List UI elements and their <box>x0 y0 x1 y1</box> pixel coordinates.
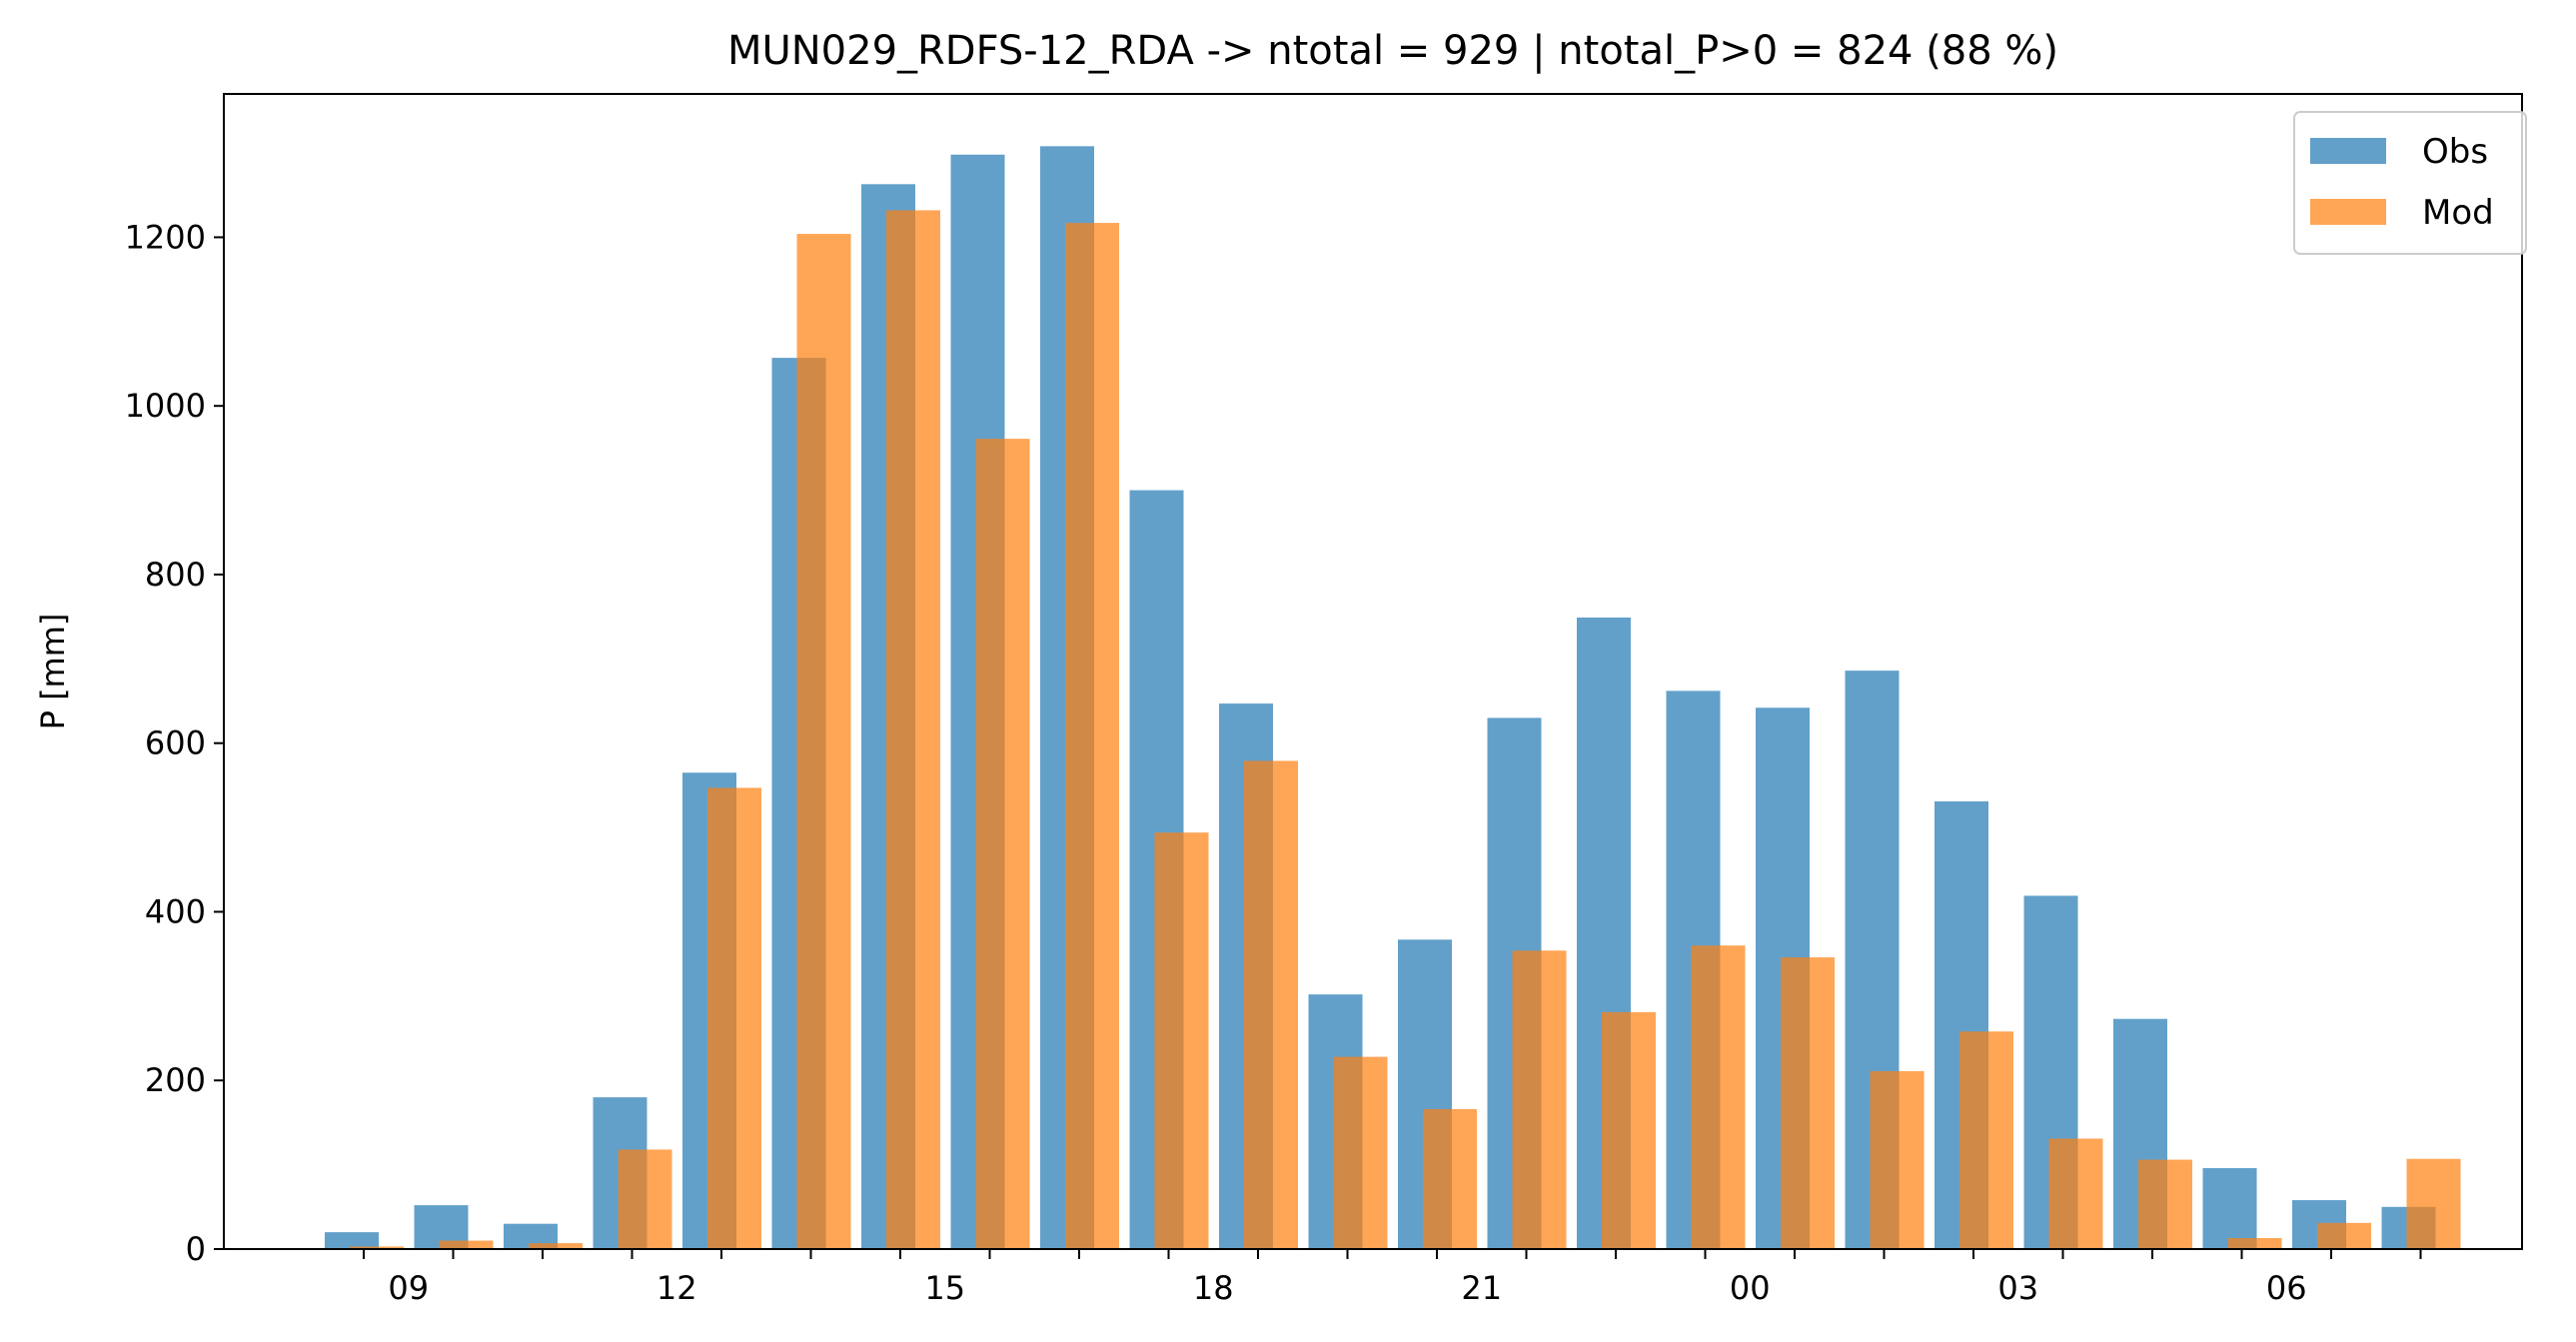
bar-mod-5 <box>2227 1238 2282 1249</box>
bar-obs-8 <box>325 1232 379 1249</box>
bar-mod-21 <box>1512 950 1567 1249</box>
legend-swatch-obs <box>2310 138 2386 164</box>
bar-mod-3 <box>2048 1138 2103 1249</box>
bar-mod-22 <box>1602 1011 1656 1249</box>
bar-mod-4 <box>2138 1159 2192 1249</box>
bar-mod-10 <box>529 1243 583 1249</box>
y-tick-label: 1200 <box>125 218 206 256</box>
bar-mod-13 <box>796 234 851 1249</box>
bar-mod-17 <box>1154 832 1209 1249</box>
bars-layer <box>325 146 2461 1250</box>
bar-obs-5 <box>2202 1167 2257 1249</box>
x-tick-label: 00 <box>1730 1269 1771 1307</box>
bar-mod-19 <box>1333 1056 1388 1249</box>
bar-mod-6 <box>2317 1222 2371 1249</box>
bar-mod-20 <box>1423 1108 1477 1249</box>
y-tick-label: 600 <box>145 724 206 762</box>
x-axis: 09 12 15 18 21 00 03 06 <box>363 1249 2422 1307</box>
y-tick-label: 1000 <box>125 387 206 425</box>
bar-mod-1 <box>1870 1070 1925 1249</box>
y-axis: 0 200 400 600 800 1000 1200 <box>125 218 224 1268</box>
x-tick-label: 18 <box>1193 1269 1234 1307</box>
y-tick-label: 200 <box>145 1061 206 1099</box>
bar-mod-15 <box>975 439 1030 1249</box>
y-tick-label: 400 <box>145 892 206 930</box>
bar-mod-12 <box>707 787 761 1249</box>
legend-label-obs: Obs <box>2422 132 2488 172</box>
x-tick-label: 15 <box>924 1269 965 1307</box>
bar-mod-9 <box>439 1240 494 1249</box>
chart-title: MUN029_RDFS-12_RDA -> ntotal = 929 | nto… <box>727 28 2058 74</box>
plot-frame <box>223 93 2523 1250</box>
bar-mod-2 <box>1959 1031 2013 1249</box>
bar-mod-11 <box>618 1149 672 1249</box>
x-tick-label: 09 <box>388 1269 429 1307</box>
bar-mod-18 <box>1244 760 1298 1249</box>
y-axis-label: P [mm] <box>34 614 72 730</box>
bar-mod-23 <box>1691 945 1746 1249</box>
bar-mod-0 <box>1781 957 1835 1249</box>
y-tick-label: 800 <box>145 556 206 594</box>
bar-mod-8 <box>350 1246 404 1249</box>
legend-label-mod: Mod <box>2422 193 2494 233</box>
x-tick-label: 21 <box>1461 1269 1502 1307</box>
x-tick-label: 12 <box>656 1269 697 1307</box>
legend-swatch-mod <box>2310 199 2386 225</box>
bar-mod-14 <box>886 210 940 1249</box>
bar-mod-7 <box>2406 1158 2461 1249</box>
x-tick-label: 06 <box>2266 1269 2307 1307</box>
bar-mod-16 <box>1065 223 1119 1250</box>
y-tick-label: 0 <box>186 1230 206 1268</box>
x-tick-label: 03 <box>1997 1269 2038 1307</box>
legend: Obs Mod <box>2293 111 2527 255</box>
